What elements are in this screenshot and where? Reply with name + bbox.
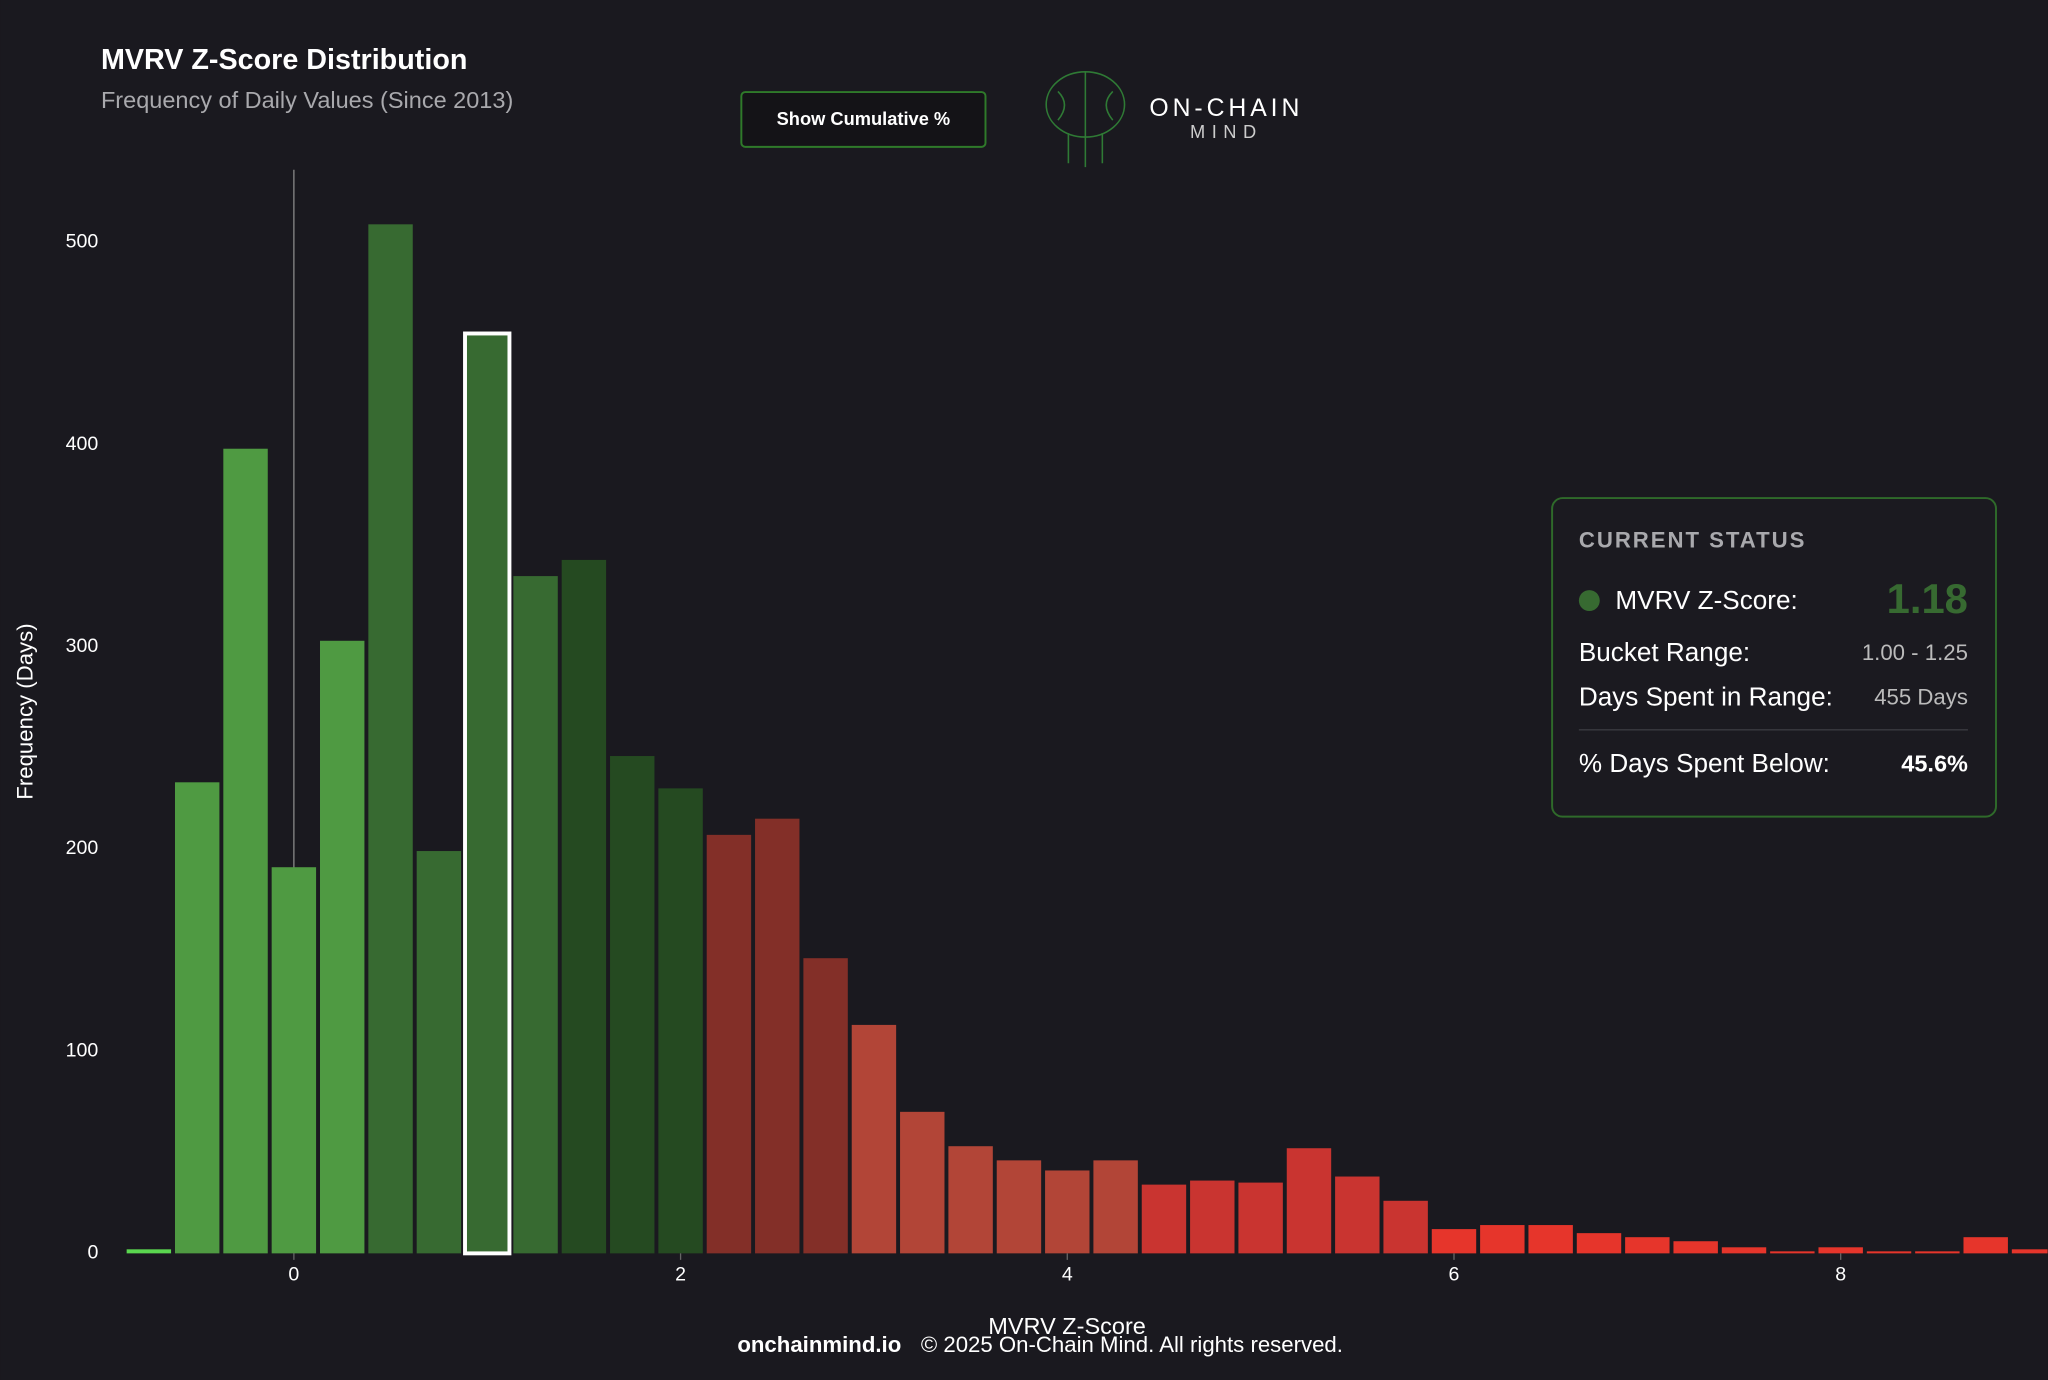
bar: [1673, 1241, 1718, 1254]
button-label[interactable]: Show Cumulative %: [777, 108, 951, 129]
x-tick-label: 6: [1449, 1264, 1460, 1286]
footer-copyright: © 2025 On-Chain Mind. All rights reserve…: [921, 1332, 1343, 1357]
y-axis-label: Frequency (Days): [12, 623, 37, 799]
bar: [1286, 1148, 1332, 1254]
bar: [271, 867, 317, 1254]
status-value: 1.00 - 1.25: [1862, 640, 1968, 665]
bar: [1431, 1229, 1477, 1254]
status-value: 1.18: [1887, 575, 1968, 622]
status-label: % Days Spent Below:: [1579, 748, 1830, 778]
bar: [320, 640, 365, 1254]
footer-site[interactable]: onchainmind.io: [737, 1332, 901, 1357]
bar: [658, 788, 703, 1254]
bar: [900, 1111, 945, 1254]
bar: [1625, 1237, 1670, 1254]
x-tick-label: 2: [675, 1264, 686, 1286]
status-label: Bucket Range:: [1579, 637, 1750, 667]
bar: [706, 834, 752, 1254]
status-value: 45.6%: [1901, 750, 1968, 776]
bar: [416, 851, 462, 1254]
status-dot: [1578, 590, 1600, 612]
bar: [755, 818, 800, 1254]
bar: [1141, 1184, 1187, 1254]
cumulative-button[interactable]: [740, 91, 987, 148]
bar: [1093, 1160, 1138, 1254]
bar: [1190, 1180, 1235, 1254]
bar: [463, 331, 512, 1256]
chart-subtitle: Frequency of Daily Values (Since 2013): [101, 87, 513, 113]
y-tick-label: 400: [66, 433, 99, 455]
y-tick-label: 300: [66, 635, 99, 657]
x-axis-label: MVRV Z-Score: [988, 1313, 1146, 1339]
x-tick-label: 8: [1835, 1264, 1846, 1286]
bar: [1335, 1176, 1380, 1254]
bar: [1045, 1170, 1090, 1254]
y-tick-label: 100: [66, 1039, 99, 1061]
y-tick-label: 0: [87, 1242, 98, 1264]
bar: [1721, 1247, 1767, 1254]
chart-title: MVRV Z-Score Distribution: [101, 44, 467, 76]
status-label: Days Spent in Range:: [1579, 681, 1833, 711]
x-tick-label: 4: [1062, 1264, 1073, 1286]
status-value: 455 Days: [1874, 684, 1968, 709]
bar: [513, 576, 558, 1254]
bar: [1963, 1237, 2008, 1254]
bar: [610, 756, 655, 1254]
logo-text: ON-CHAIN: [1149, 95, 1303, 122]
bar: [1818, 1247, 1863, 1254]
y-tick-label: 500: [66, 231, 99, 253]
bar: [1866, 1251, 1912, 1254]
logo-text: MIND: [1190, 121, 1263, 142]
status-heading: CURRENT STATUS: [1579, 528, 1807, 553]
bar: [1383, 1200, 1428, 1254]
bar: [1770, 1251, 1815, 1254]
bar: [948, 1146, 993, 1254]
bar: [126, 1249, 172, 1254]
bar: [851, 1024, 897, 1254]
bar: [803, 958, 848, 1254]
bar: [1238, 1182, 1283, 1254]
bar: [368, 224, 413, 1254]
x-tick-label: 0: [288, 1264, 299, 1286]
bar: [1528, 1225, 1573, 1254]
bar: [2011, 1249, 2048, 1254]
bar: [561, 559, 607, 1254]
bar: [1480, 1225, 1525, 1254]
bar: [1576, 1233, 1622, 1254]
bar: [1915, 1251, 1960, 1254]
bar: [996, 1160, 1042, 1254]
plot-area: [126, 169, 2048, 1256]
status-label: MVRV Z-Score:: [1615, 585, 1797, 615]
bar: [174, 782, 220, 1254]
bar: [223, 448, 268, 1254]
y-tick-label: 200: [66, 837, 99, 859]
logo-icon: [1045, 71, 1126, 168]
status-panel: [1551, 497, 1997, 818]
